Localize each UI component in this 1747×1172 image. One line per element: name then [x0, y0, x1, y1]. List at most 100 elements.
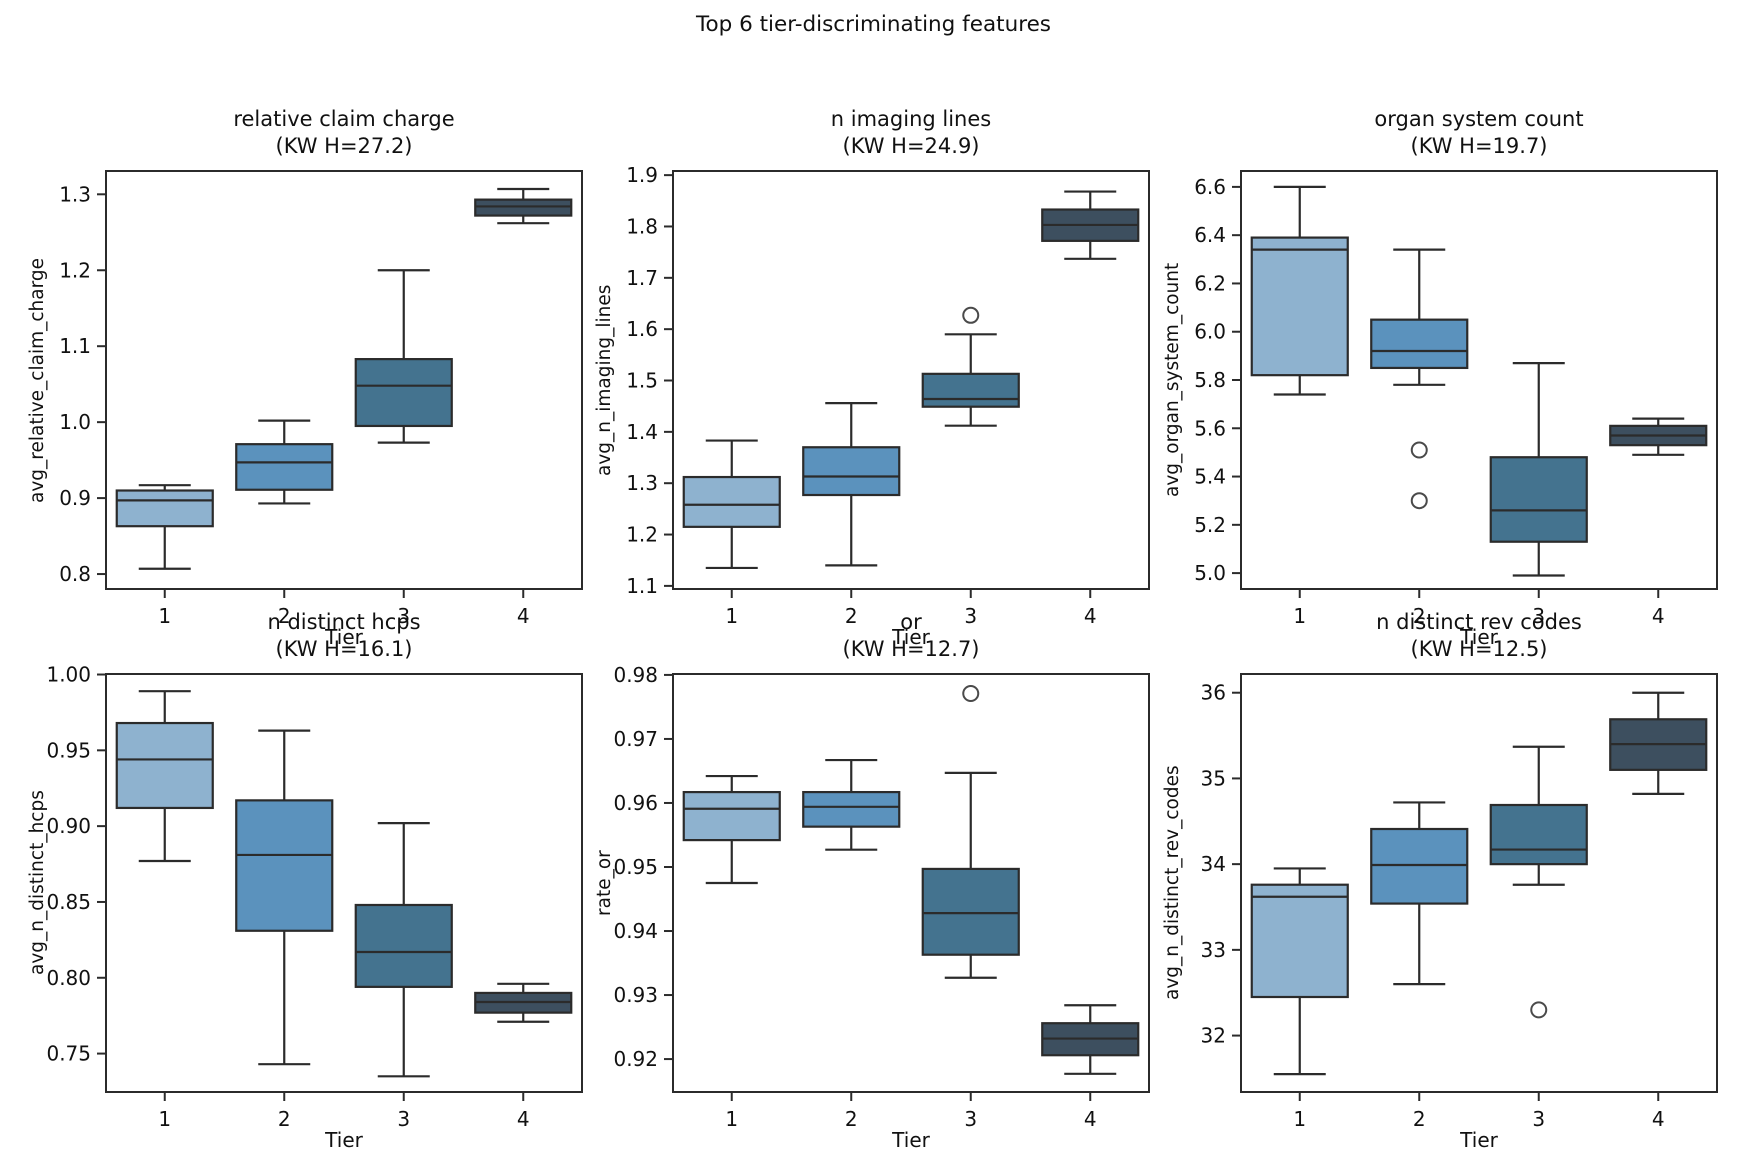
box-tier-3: [354, 822, 453, 1078]
subplot-title-line2: (KW H=12.5): [1410, 637, 1548, 661]
y-tick-label: 0.90: [46, 814, 91, 838]
x-axis-label: Tier: [325, 625, 363, 649]
subplot-title-line1: organ system count: [1374, 107, 1584, 131]
y-tick-label: 1.0: [59, 410, 91, 434]
y-tick-label: 1.4: [626, 420, 658, 444]
box-tier-2: [235, 729, 334, 1066]
y-tick-label: 5.2: [1194, 513, 1226, 537]
y-tick-label: 1.8: [626, 214, 658, 238]
x-tick-label: 1: [725, 604, 738, 628]
y-tick-label: 5.0: [1194, 561, 1226, 585]
y-tick-label: 0.80: [46, 966, 91, 990]
y-axis-label: avg_organ_system_count: [1162, 262, 1183, 498]
x-tick-label: 1: [1293, 604, 1306, 628]
subplot-title: n imaging lines (KW H=24.9): [612, 106, 1210, 160]
box-plot-canvas: 0.8 0.9 1.0 1.1 1.2 1.3 1 2 3 4: [59, 170, 583, 628]
x-tick-label: 2: [278, 604, 291, 628]
y-tick-label: 6.2: [1194, 271, 1226, 295]
y-tick-label: 0.85: [46, 890, 91, 914]
outlier-point: [1410, 492, 1428, 510]
x-tick-label: 3: [964, 1107, 977, 1131]
box-tier-4: [1041, 1004, 1140, 1075]
subplot-title-line2: (KW H=19.7): [1410, 134, 1548, 158]
y-tick-label: 0.97: [613, 727, 658, 751]
y-tick-label: 0.93: [613, 983, 658, 1007]
x-tick-label: 2: [845, 604, 858, 628]
y-tick-label: 0.8: [59, 562, 91, 586]
box-tier-3: [1489, 745, 1588, 1019]
y-tick-label: 32: [1201, 1024, 1226, 1048]
x-tick-label: 4: [1652, 604, 1665, 628]
y-tick-label: 1.2: [626, 523, 658, 547]
box-tier-1: [682, 439, 781, 570]
x-tick-label: 1: [725, 1107, 738, 1131]
y-tick-label: 6.6: [1194, 175, 1226, 199]
subplot-title-line2: (KW H=12.7): [842, 637, 980, 661]
y-tick-label: 0.95: [46, 738, 91, 762]
box-tier-2: [1370, 248, 1469, 510]
subplot-title-line1: or: [900, 610, 922, 634]
x-tick-label: 2: [845, 1107, 858, 1131]
box-tier-2: [802, 758, 901, 851]
box-tier-1: [115, 484, 214, 570]
y-tick-label: 0.98: [613, 663, 658, 687]
x-tick-label: 3: [1532, 1107, 1545, 1131]
y-tick-label: 1.5: [626, 369, 658, 393]
x-axis-label: Tier: [892, 625, 930, 649]
figure-title: Top 6 tier-discriminating features: [696, 12, 1051, 37]
subplot-title: relative claim charge (KW H=27.2): [45, 106, 643, 160]
box-tier-3: [921, 684, 1020, 979]
subplot-title: or (KW H=12.7): [612, 609, 1210, 663]
subplot-n-distinct-rev-codes: n distinct rev codes (KW H=12.5) avg_n_d…: [1162, 610, 1718, 1152]
x-tick-label: 1: [158, 604, 171, 628]
y-tick-label: 0.9: [59, 486, 91, 510]
x-tick-label: 2: [1413, 1107, 1426, 1131]
y-axis-label: avg_relative_claim_charge: [27, 257, 48, 503]
subplot-title: n distinct rev codes (KW H=12.5): [1180, 609, 1747, 663]
y-tick-label: 35: [1201, 766, 1226, 790]
outlier-point: [962, 306, 980, 324]
box-tier-4: [474, 982, 573, 1023]
y-tick-label: 0.94: [613, 919, 658, 943]
subplot-title-line1: n imaging lines: [830, 107, 992, 131]
box-tier-2: [802, 402, 901, 567]
box-tier-4: [1041, 190, 1140, 260]
y-tick-label: 34: [1201, 852, 1226, 876]
box-tier-4: [1609, 691, 1708, 795]
subplot-relative-claim-charge: relative claim charge (KW H=27.2) avg_re…: [27, 107, 583, 649]
subplot-n-imaging-lines: n imaging lines (KW H=24.9) avg_n_imagin…: [594, 107, 1150, 649]
subplot-n-distinct-hcps: n distinct hcps (KW H=16.1) avg_n_distin…: [27, 610, 583, 1152]
subplot-title: organ system count (KW H=19.7): [1180, 106, 1747, 160]
box-tier-3: [1489, 362, 1588, 577]
subplot-title-line1: n distinct rev codes: [1376, 610, 1582, 634]
x-tick-label: 4: [1652, 1107, 1665, 1131]
y-tick-label: 6.4: [1194, 223, 1226, 247]
x-tick-label: 3: [397, 604, 410, 628]
y-tick-label: 1.9: [626, 163, 658, 187]
y-tick-label: 1.3: [59, 182, 91, 206]
box-tier-3: [354, 269, 453, 444]
x-tick-label: 4: [1084, 604, 1097, 628]
y-tick-label: 1.2: [59, 258, 91, 282]
y-tick-label: 36: [1201, 681, 1226, 705]
box-tier-3: [921, 306, 1020, 427]
x-axis-label: Tier: [1460, 625, 1498, 649]
box-plot-canvas: 1.1 1.2 1.3 1.4 1.5 1.6 1.7 1.8 1.9 1 2 3 4: [626, 163, 1150, 628]
y-tick-label: 5.8: [1194, 368, 1226, 392]
x-tick-label: 1: [158, 1107, 171, 1131]
y-tick-label: 6.0: [1194, 320, 1226, 344]
subplot-title-line2: (KW H=24.9): [842, 134, 980, 158]
y-tick-label: 5.6: [1194, 416, 1226, 440]
subplot-or-rate: or (KW H=12.7) rate_or 0.92 0.93 0.94 0.95 0…: [594, 610, 1150, 1152]
x-tick-label: 2: [278, 1107, 291, 1131]
y-tick-label: 1.7: [626, 266, 658, 290]
y-axis-label: avg_n_imaging_lines: [594, 284, 615, 476]
y-tick-label: 0.95: [613, 855, 658, 879]
y-tick-label: 33: [1201, 938, 1226, 962]
subplot-organ-system-count: organ system count (KW H=19.7) avg_organ…: [1162, 107, 1718, 649]
x-tick-label: 4: [1084, 1107, 1097, 1131]
outlier-point: [962, 684, 980, 702]
outlier-point: [1530, 1001, 1548, 1019]
